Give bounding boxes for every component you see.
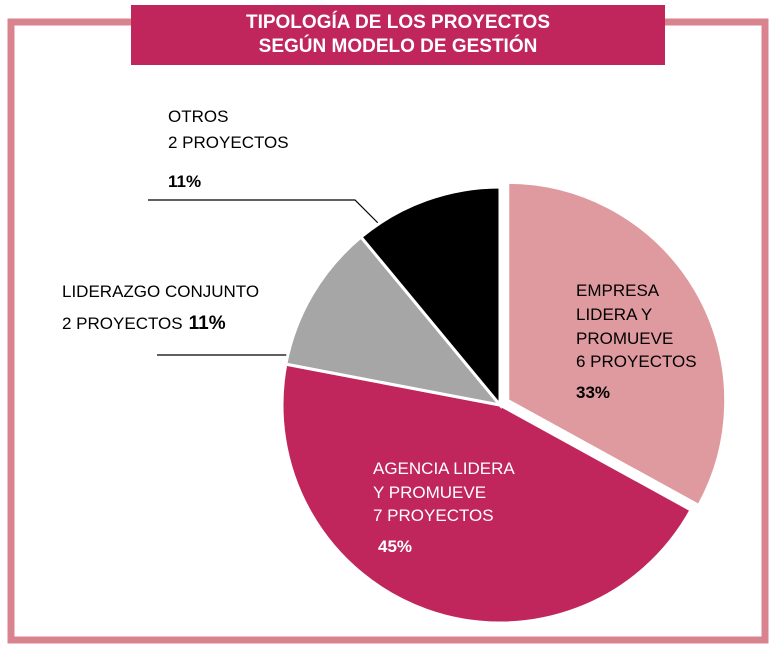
count-label: 7 PROYECTOS [373,506,494,525]
value-label: 45% [378,537,412,556]
pie-slice [506,180,728,508]
slice-label: Y PROMUEVE [373,483,486,502]
count-label: 2 PROYECTOS [168,133,289,152]
slice-label: EMPRESA [576,281,660,300]
frame [7,18,769,644]
value-label: 11% [189,313,226,334]
leader-line [148,199,381,226]
pie-slice [358,185,502,410]
slice-label: AGENCIA LIDERA [373,459,515,478]
count-label: 2 PROYECTOS [168,133,289,152]
pie-slice [284,234,504,408]
slice-label: OTROS [168,107,228,126]
pie-slice [280,362,694,625]
slice-label: LIDERAZGO CONJUNTO [62,282,259,301]
slice-label: PROMUEVE [576,329,673,348]
count-label: 7 PROYECTOS [373,506,494,525]
count-label: 6 PROYECTOS [576,352,697,371]
slice-label: LIDERA Y [576,305,652,324]
chart-title: SEGÚN MODELO DE GESTIÓN [259,35,538,57]
value-label: 33% [576,383,610,402]
count-label: 6 PROYECTOS [576,352,697,371]
count-label: 2 PROYECTOS [62,314,183,333]
value-label: 11% [168,172,201,191]
title-box [131,5,665,65]
count-label: 2 PROYECTOS 11% [62,313,226,334]
chart-title: TIPOLOGÍA DE LOS PROYECTOS [246,11,550,33]
